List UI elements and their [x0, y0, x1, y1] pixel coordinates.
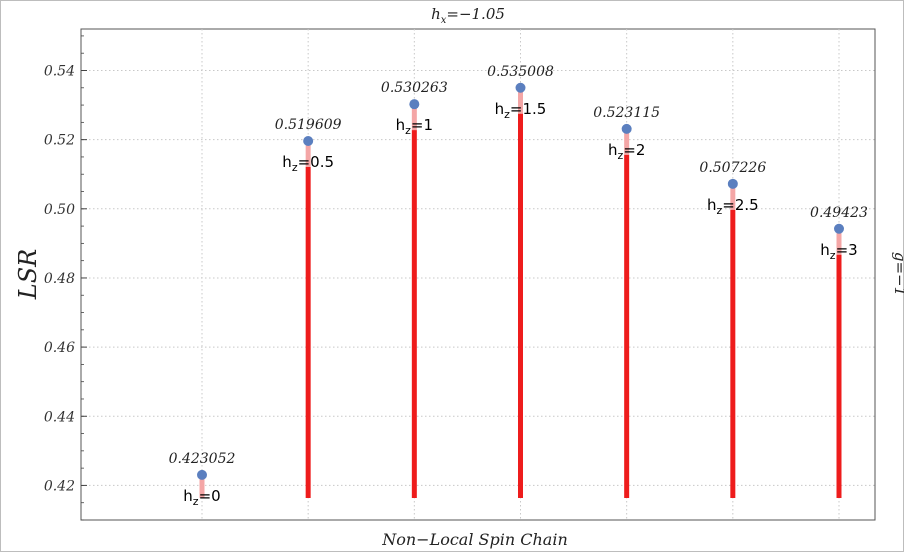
category-label: hz=2.5	[707, 196, 759, 217]
category-label: hz=2	[608, 141, 645, 162]
data-point-marker	[834, 223, 844, 234]
y-tick-label: 0.48	[44, 271, 75, 287]
data-point-marker	[515, 82, 526, 93]
value-label: 0.523115	[593, 105, 660, 121]
data-labels: 0.423052 hz=0 0.519609 hz=0.5 0.530263 hz=1 0.…	[169, 64, 868, 508]
data-point-marker	[303, 135, 314, 146]
data-point-marker	[621, 123, 632, 134]
y-tick-label: 0.42	[44, 478, 75, 494]
data-point-marker	[409, 99, 420, 110]
category-label: hz=1.5	[495, 100, 547, 121]
y-tick-label: 0.54	[44, 63, 75, 79]
y-axis-label: LSR	[14, 249, 42, 300]
y-tick-label: 0.50	[44, 202, 75, 218]
value-label: 0.519609	[275, 117, 342, 133]
y-tick-label: 0.52	[44, 133, 75, 149]
value-label: 0.535008	[487, 64, 554, 80]
value-label: 0.49423	[810, 205, 868, 221]
category-label: hz=0	[183, 487, 220, 508]
y-tick-label: 0.46	[44, 340, 75, 356]
category-label: hz=1	[396, 116, 433, 137]
plot-area	[80, 28, 876, 521]
value-label: 0.530263	[381, 80, 448, 96]
y-tick-label: 0.44	[44, 409, 75, 425]
chart-title: hx=−1.05	[431, 5, 505, 26]
value-label: 0.423052	[169, 451, 236, 467]
data-point-marker	[197, 469, 207, 480]
category-label: hz=3	[820, 241, 857, 262]
value-label: 0.507226	[699, 160, 766, 176]
x-axis-label: Non−Local Spin Chain	[381, 530, 568, 549]
category-label: hz=0.5	[282, 153, 334, 174]
bar-stems	[197, 82, 844, 498]
right-side-label: g=−1	[891, 252, 904, 296]
y-axis-ticks: 0.42 0.44 0.46 0.48 0.50 0.52 0.54	[44, 35, 87, 521]
data-point-marker	[727, 178, 738, 189]
